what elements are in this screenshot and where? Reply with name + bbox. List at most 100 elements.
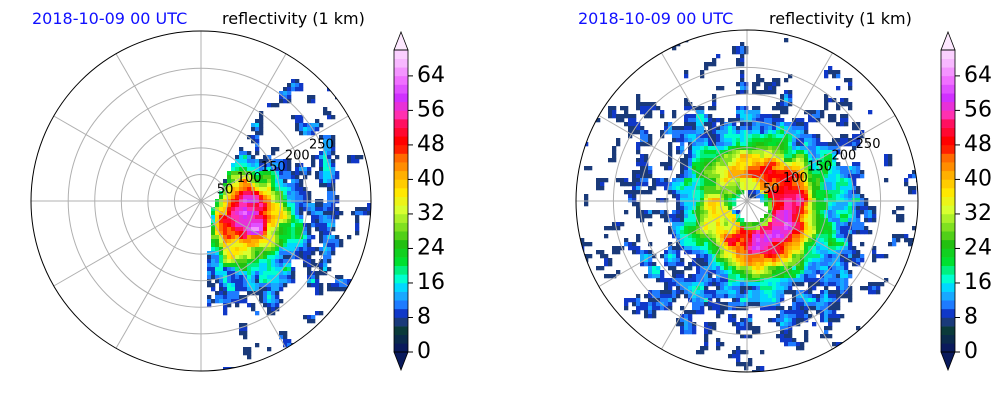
- colorbar-bin: [394, 300, 408, 310]
- colorbar-bin: [941, 274, 955, 284]
- colorbar-bin: [941, 153, 955, 163]
- colorbar-bin: [394, 291, 408, 301]
- colorbar-bin: [394, 58, 408, 68]
- colorbar-tick-label: 24: [417, 235, 445, 260]
- colorbar-bin: [394, 265, 408, 275]
- range-ring-label: 200: [285, 149, 310, 164]
- colorbar-bin: [394, 282, 408, 292]
- colorbar-bin: [941, 101, 955, 111]
- colorbar-tick-label: 8: [417, 304, 431, 329]
- colorbar-bin: [394, 136, 408, 146]
- azimuth-line: [598, 200, 748, 287]
- panel-2-reflectivity-field: [580, 34, 918, 372]
- azimuth-line: [746, 200, 896, 287]
- colorbar-bin: [394, 248, 408, 258]
- colorbar-tick-label: 48: [417, 132, 445, 157]
- colorbar-bin: [394, 127, 408, 137]
- panel-2-colorbar: 0 8 16 24 32 40 48 56 64: [940, 30, 992, 372]
- azimuth-line: [661, 52, 748, 202]
- colorbar-tick-label: 32: [417, 201, 445, 226]
- colorbar-bin: [941, 248, 955, 258]
- colorbar-bin: [394, 326, 408, 336]
- range-ring-label: 200: [831, 148, 856, 163]
- range-ring-label: 250: [856, 137, 881, 152]
- colorbar-bin: [394, 317, 408, 327]
- range-ring-label: 50: [217, 182, 234, 197]
- panel-2-date-title: 2018-10-09 00 UTC: [578, 9, 733, 28]
- colorbar-bin: [941, 162, 955, 172]
- colorbar-max-extension: [393, 30, 409, 51]
- colorbar-bin: [941, 205, 955, 215]
- panel-2-field-title: reflectivity (1 km): [769, 9, 912, 28]
- colorbar-tick-label: 32: [964, 201, 992, 226]
- colorbar-bin: [394, 213, 408, 223]
- colorbar-bin: [941, 136, 955, 146]
- colorbar-bin: [941, 170, 955, 180]
- colorbar-bin: [394, 84, 408, 94]
- colorbar-bin: [941, 300, 955, 310]
- panel-1-field-title: reflectivity (1 km): [222, 9, 365, 28]
- colorbar-bin: [941, 75, 955, 85]
- azimuth-line: [115, 53, 202, 202]
- colorbar-bin: [941, 196, 955, 206]
- colorbar-bin: [394, 222, 408, 232]
- colorbar-bin: [941, 127, 955, 137]
- colorbar-tick-label: 56: [417, 97, 445, 122]
- colorbar-tick-label: 56: [964, 97, 992, 122]
- colorbar-bin: [394, 196, 408, 206]
- colorbar-bin: [941, 239, 955, 249]
- colorbar-bin: [941, 282, 955, 292]
- colorbar-bin: [394, 257, 408, 267]
- azimuth-line: [746, 200, 833, 350]
- colorbar-outline: [393, 49, 409, 353]
- colorbar-max-extension: [940, 30, 956, 51]
- azimuth-line: [53, 115, 202, 202]
- colorbar-bin: [941, 213, 955, 223]
- colorbar-tick-label: 40: [964, 166, 992, 191]
- azimuth-line: [200, 115, 349, 202]
- colorbar-bin: [394, 274, 408, 284]
- colorbar-bin: [941, 265, 955, 275]
- colorbar-bin: [394, 179, 408, 189]
- colorbar-bin: [394, 50, 408, 59]
- azimuth-line: [661, 200, 748, 350]
- colorbar-bin: [941, 144, 955, 154]
- colorbar-bin: [394, 231, 408, 241]
- colorbar-bin: [394, 67, 408, 77]
- colorbar-bin: [941, 119, 955, 128]
- colorbar-bin: [394, 153, 408, 163]
- colorbar-bin: [394, 162, 408, 172]
- colorbar-tick-label: 64: [417, 63, 445, 88]
- colorbar-bin: [941, 84, 955, 94]
- colorbar-tick-label: 48: [964, 132, 992, 157]
- colorbar-tick-label: 40: [417, 166, 445, 191]
- colorbar-bin: [941, 188, 955, 197]
- panel-1-range-grid: [31, 31, 371, 371]
- azimuth-line: [598, 115, 748, 202]
- azimuth-line: [200, 53, 287, 202]
- colorbar-min-extension: [393, 351, 409, 372]
- colorbar-bin: [941, 179, 955, 189]
- colorbar-tick-label: 0: [417, 339, 431, 364]
- range-ring-label: 100: [783, 171, 808, 186]
- range-ring-label: 50: [763, 182, 780, 197]
- colorbar-bin: [394, 308, 408, 318]
- colorbar-bin: [941, 222, 955, 232]
- azimuth-line: [115, 200, 202, 349]
- azimuth-line: [746, 115, 896, 202]
- range-ring-label: 100: [237, 171, 262, 186]
- colorbar-bin: [394, 75, 408, 85]
- colorbar-outline: [940, 49, 956, 353]
- colorbar-bin: [941, 50, 955, 59]
- colorbar-bin: [394, 110, 408, 120]
- colorbar-bin: [941, 93, 955, 103]
- colorbar-bin: [941, 326, 955, 336]
- colorbar-bin: [394, 334, 408, 344]
- colorbar-bin: [941, 110, 955, 120]
- colorbar-tick-label: 24: [964, 235, 992, 260]
- radar-panel-1: 2018-10-09 00 UTC reflectivity (1 km) 50…: [30, 9, 445, 372]
- colorbar-bin: [941, 291, 955, 301]
- colorbar-bin: [394, 170, 408, 180]
